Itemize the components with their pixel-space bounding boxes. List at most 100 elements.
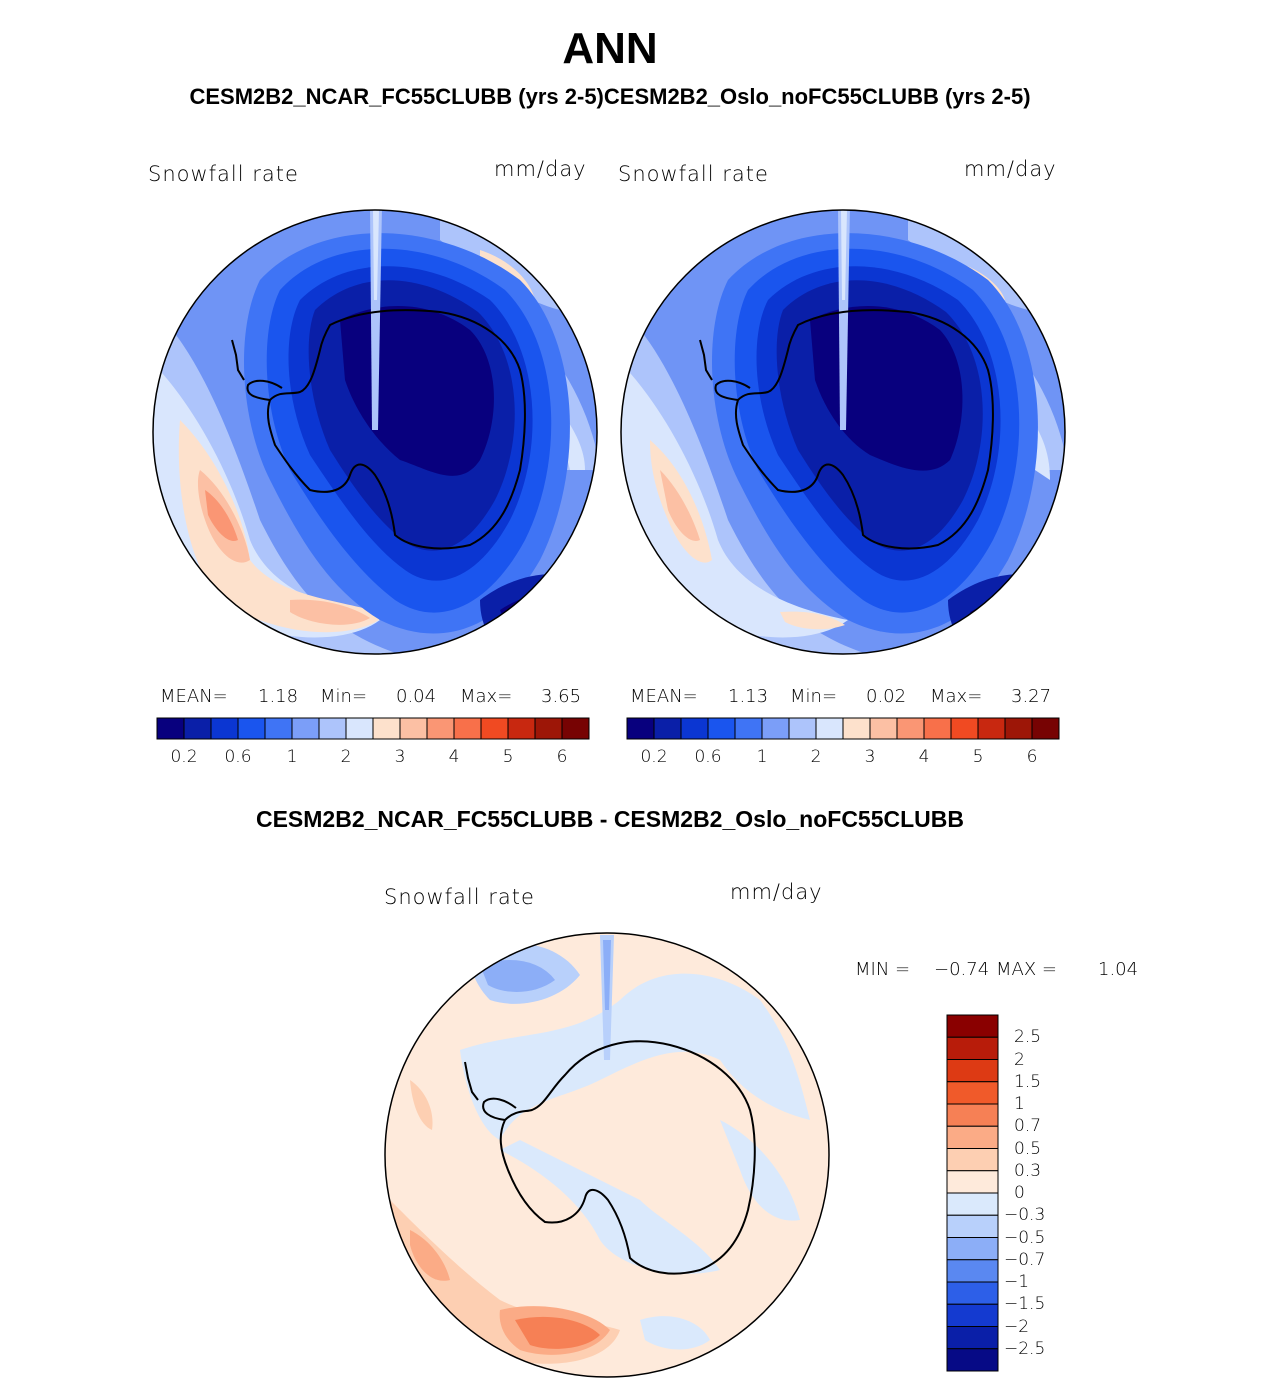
difference-max-label: MAX = — [996, 959, 1057, 980]
colorbar-tick-label: −0.3 — [1004, 1205, 1046, 1226]
colorbar-tick-label: −1 — [1004, 1272, 1030, 1292]
colorbar-tick-label: 4 — [918, 747, 930, 767]
colorbar-tick-label: 0.6 — [694, 747, 722, 767]
colorbar-tick-label: −0.7 — [1004, 1249, 1046, 1270]
colorbar-swatch — [946, 1281, 999, 1305]
colorbar-tick-label: 1 — [286, 747, 298, 767]
panel2-units-label: mm/day — [964, 157, 1057, 181]
difference-units-label: mm/day — [730, 880, 823, 904]
panel1-polar-map — [152, 209, 598, 655]
colorbar-swatch — [626, 717, 655, 740]
colorbar-swatch — [1031, 717, 1060, 740]
colorbar-tick-label: −2.5 — [1004, 1338, 1046, 1359]
colorbar-swatch — [426, 717, 455, 740]
colorbar-tick-label: −2 — [1004, 1316, 1030, 1337]
colorbar-swatch — [946, 1170, 999, 1194]
panel1-mean-label: MEAN= — [160, 686, 228, 707]
colorbar-swatch — [946, 1192, 999, 1216]
colorbar-swatch — [734, 717, 763, 740]
difference-variable-label: Snowfall rate — [384, 885, 535, 909]
colorbar-tick-label: −1.5 — [1004, 1294, 1046, 1315]
colorbar-swatch — [156, 717, 185, 740]
colorbar-swatch — [680, 717, 709, 740]
colorbar-swatch — [950, 717, 979, 740]
colorbar-tick-label: 0.2 — [170, 747, 198, 767]
colorbar2 — [626, 717, 1060, 740]
colorbar-swatch — [1004, 717, 1033, 740]
colorbar-tick-label: 0.7 — [1014, 1116, 1042, 1137]
colorbar-swatch — [946, 1059, 999, 1083]
panel1-max-label: Max= — [460, 686, 513, 707]
panel2-polar-map — [620, 209, 1066, 655]
colorbar-swatch — [237, 717, 266, 740]
panel2-min-label: Min= — [790, 686, 838, 707]
colorbar-diff — [946, 1014, 999, 1372]
panel2-variable-label: Snowfall rate — [618, 162, 769, 186]
colorbar-swatch — [946, 1237, 999, 1261]
page-title: ANN — [562, 24, 658, 73]
colorbar-tick-label: −0.5 — [1004, 1227, 1046, 1248]
colorbar-swatch — [923, 717, 952, 740]
panel2-max-label: Max= — [930, 686, 983, 707]
colorbar-swatch — [318, 717, 347, 740]
colorbar-tick-label: 3 — [394, 747, 406, 767]
panel2-mean-value: 1.13 — [728, 686, 769, 707]
colorbar-swatch — [946, 1148, 999, 1172]
colorbar-tick-label: 6 — [1026, 747, 1038, 767]
panel1-min-value: 0.04 — [396, 686, 437, 707]
colorbar-swatch — [946, 1036, 999, 1060]
colorbar-swatch — [946, 1103, 999, 1127]
colorbar-tick-label: 5 — [972, 747, 984, 767]
colorbar-swatch — [453, 717, 482, 740]
colorbar-swatch — [507, 717, 536, 740]
colorbar-swatch — [946, 1214, 999, 1238]
colorbar-swatch — [480, 717, 509, 740]
difference-title: CESM2B2_NCAR_FC55CLUBB - CESM2B2_Oslo_no… — [255, 806, 964, 832]
colorbar-swatch — [291, 717, 320, 740]
colorbar-swatch — [896, 717, 925, 740]
colorbar-tick-label: 0.6 — [224, 747, 252, 767]
colorbar-tick-label: 2 — [1014, 1049, 1025, 1070]
colorbar1 — [156, 717, 590, 740]
colorbar-tick-label: 0.2 — [640, 747, 668, 767]
colorbar-swatch — [761, 717, 790, 740]
colorbar-swatch — [210, 717, 239, 740]
colorbar-swatch — [946, 1125, 999, 1149]
colorbar-swatch — [264, 717, 293, 740]
panel1-variable-label: Snowfall rate — [148, 162, 299, 186]
colorbar-swatch — [946, 1259, 999, 1283]
colorbar-swatch — [869, 717, 898, 740]
colorbar-swatch — [788, 717, 817, 740]
colorbar-swatch — [561, 717, 590, 740]
colorbar-tick-label: 2.5 — [1014, 1027, 1042, 1048]
panel2-max-value: 3.27 — [1011, 686, 1052, 707]
panel2-mean-label: MEAN= — [630, 686, 698, 707]
colorbar-tick-label: 5 — [502, 747, 514, 767]
colorbar-swatch — [183, 717, 212, 740]
colorbar-swatch — [946, 1326, 999, 1350]
colorbar-swatch — [815, 717, 844, 740]
colorbar-tick-label: 2 — [810, 747, 822, 767]
colorbar-tick-label: 4 — [448, 747, 460, 767]
colorbar-tick-label: 0.5 — [1014, 1138, 1042, 1159]
colorbar-swatch — [946, 1303, 999, 1327]
panel2-min-value: 0.02 — [866, 686, 907, 707]
page-subtitle: CESM2B2_NCAR_FC55CLUBB (yrs 2-5)CESM2B2_… — [189, 84, 1031, 109]
colorbar-swatch — [946, 1081, 999, 1105]
colorbar-swatch — [399, 717, 428, 740]
colorbar-tick-label: 0.3 — [1014, 1160, 1042, 1181]
difference-polar-map — [384, 932, 830, 1378]
colorbar-tick-label: 3 — [864, 747, 876, 767]
panel1-mean-value: 1.18 — [258, 686, 299, 707]
colorbar-swatch — [707, 717, 736, 740]
colorbar-swatch — [372, 717, 401, 740]
colorbar-swatch — [534, 717, 563, 740]
colorbar-tick-label: 1 — [756, 747, 768, 767]
colorbar-swatch — [977, 717, 1006, 740]
difference-min-value: −0.74 — [934, 959, 990, 980]
colorbar-swatch — [946, 1014, 999, 1038]
colorbar-tick-label: 0 — [1014, 1183, 1025, 1203]
colorbar-tick-label: 1 — [1014, 1094, 1025, 1114]
colorbar-tick-label: 1.5 — [1014, 1071, 1042, 1092]
